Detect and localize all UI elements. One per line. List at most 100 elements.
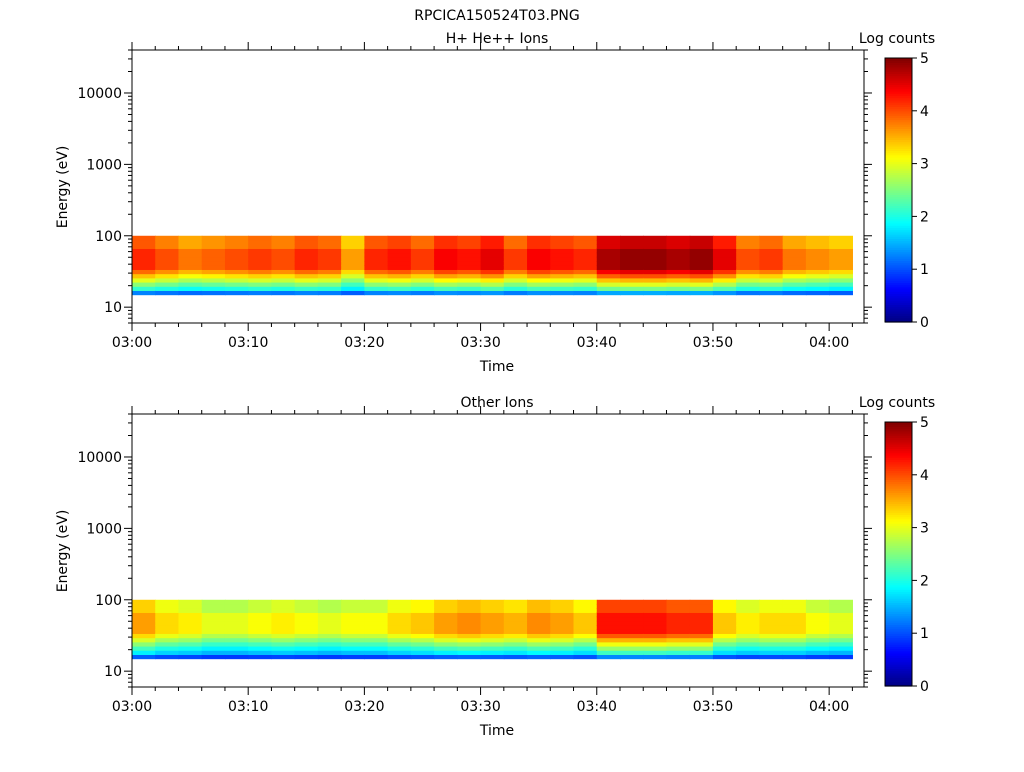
spectrogram-cell — [341, 273, 365, 279]
spectrogram-cell — [480, 260, 505, 266]
colorbar-swatch — [885, 578, 912, 581]
x-axis-label: Time — [479, 359, 514, 375]
spectrogram-cell — [573, 252, 598, 258]
spectrogram-cell — [132, 265, 156, 270]
colorbar-swatch — [885, 291, 912, 294]
spectrogram-cell — [410, 624, 435, 630]
spectrogram-cell — [805, 599, 830, 605]
colorbar-tick-label: 2 — [920, 209, 929, 225]
spectrogram-cell — [294, 281, 319, 287]
spectrogram-cell — [224, 616, 249, 622]
colorbar-swatch — [885, 238, 912, 242]
spectrogram-cell — [736, 277, 761, 283]
spectrogram-cell — [271, 244, 296, 249]
spectrogram-cell — [573, 608, 598, 613]
spectrogram-cell — [689, 624, 714, 630]
spectrogram-cell — [805, 629, 830, 634]
colorbar-tick-label: 3 — [920, 157, 929, 173]
spectrogram-cell — [596, 260, 621, 266]
spectrogram-cell — [527, 654, 551, 660]
colorbar-swatch — [885, 679, 912, 683]
spectrogram-cell — [457, 244, 482, 249]
spectrogram-cell — [759, 633, 784, 639]
spectrogram-cell — [155, 239, 180, 245]
spectrogram-cell — [364, 608, 389, 613]
colorbar-swatch — [885, 483, 912, 487]
spectrogram-cell — [805, 269, 830, 275]
colorbar-swatch — [885, 545, 912, 548]
y-axis-label: Energy (eV) — [55, 510, 71, 593]
spectrogram-cell — [155, 269, 180, 275]
spectrogram-cell — [596, 616, 621, 622]
spectrogram-cell — [224, 260, 249, 266]
y-tick-label: 10000 — [77, 450, 122, 466]
spectrogram-cell — [480, 256, 505, 262]
colorbar-swatch — [885, 280, 912, 283]
spectrogram-cell — [550, 265, 575, 270]
spectrogram-cell — [596, 265, 621, 270]
spectrogram-cell — [782, 612, 807, 618]
spectrogram-cell — [829, 235, 853, 241]
spectrogram-cell — [224, 290, 249, 296]
spectrogram-cell — [736, 260, 761, 266]
spectrogram-cell — [666, 290, 691, 296]
spectrogram-cell — [457, 620, 482, 626]
x-tick-label: 03:40 — [577, 699, 617, 715]
spectrogram-cell — [573, 612, 598, 618]
colorbar-swatch — [885, 633, 912, 636]
colorbar-swatch — [885, 168, 912, 171]
spectrogram-cell — [759, 603, 784, 609]
spectrogram-cell — [805, 248, 830, 254]
spectrogram-cell — [573, 269, 598, 275]
spectrogram-cell — [317, 612, 342, 618]
spectrogram-cell — [573, 624, 598, 630]
spectrogram-cell — [178, 281, 203, 287]
spectrogram-cell — [550, 599, 575, 605]
spectrogram-cell — [596, 239, 621, 245]
colorbar-swatch — [885, 646, 912, 650]
spectrogram-cell — [527, 265, 551, 270]
colorbar-swatch — [885, 284, 912, 288]
spectrogram-cell — [178, 603, 203, 609]
spectrogram-cell — [527, 273, 551, 279]
spectrogram-cell — [666, 265, 691, 270]
spectrogram-cell — [550, 654, 575, 660]
y-axis-ticks: 10 100 1000 10000 — [77, 413, 872, 688]
spectrogram-cell — [782, 277, 807, 283]
spectrogram-cell — [759, 265, 784, 270]
y-tick-label: 1000 — [86, 157, 122, 173]
spectrogram-cell — [294, 637, 319, 643]
colorbar-swatch — [885, 534, 912, 537]
spectrogram-cell — [364, 269, 389, 275]
spectrogram-cell — [294, 641, 319, 647]
colorbar-tick-label: 3 — [920, 521, 929, 537]
spectrogram-cell — [643, 269, 668, 275]
colorbar-swatch — [885, 444, 912, 447]
spectrogram-cell — [410, 269, 435, 275]
colorbar-swatch — [885, 503, 912, 507]
spectrogram-cell — [480, 608, 505, 613]
spectrogram-cell — [829, 273, 853, 279]
colorbar-swatch — [885, 69, 912, 72]
spectrogram-cell — [317, 239, 342, 245]
spectrogram-cell — [271, 624, 296, 630]
spectrogram-cell — [666, 641, 691, 647]
spectrogram-cell — [782, 252, 807, 258]
colorbar-swatch — [885, 532, 912, 535]
spectrogram-cell — [224, 645, 249, 651]
spectrogram-cell — [503, 620, 528, 626]
spectrogram-cell — [434, 599, 458, 605]
spectrogram-cell — [155, 641, 180, 647]
spectrogram-cell — [550, 645, 575, 651]
spectrogram-cell — [527, 244, 551, 249]
spectrogram-cell — [387, 252, 412, 258]
spectrogram-cell — [527, 277, 551, 283]
spectrogram-cell — [457, 265, 482, 270]
spectrogram-cell — [527, 620, 551, 626]
spectrogram-cell — [782, 260, 807, 266]
spectrogram-cell — [550, 290, 575, 296]
colorbar-swatch — [885, 73, 912, 77]
colorbar-swatch — [885, 470, 912, 474]
colorbar-swatch — [885, 672, 912, 676]
